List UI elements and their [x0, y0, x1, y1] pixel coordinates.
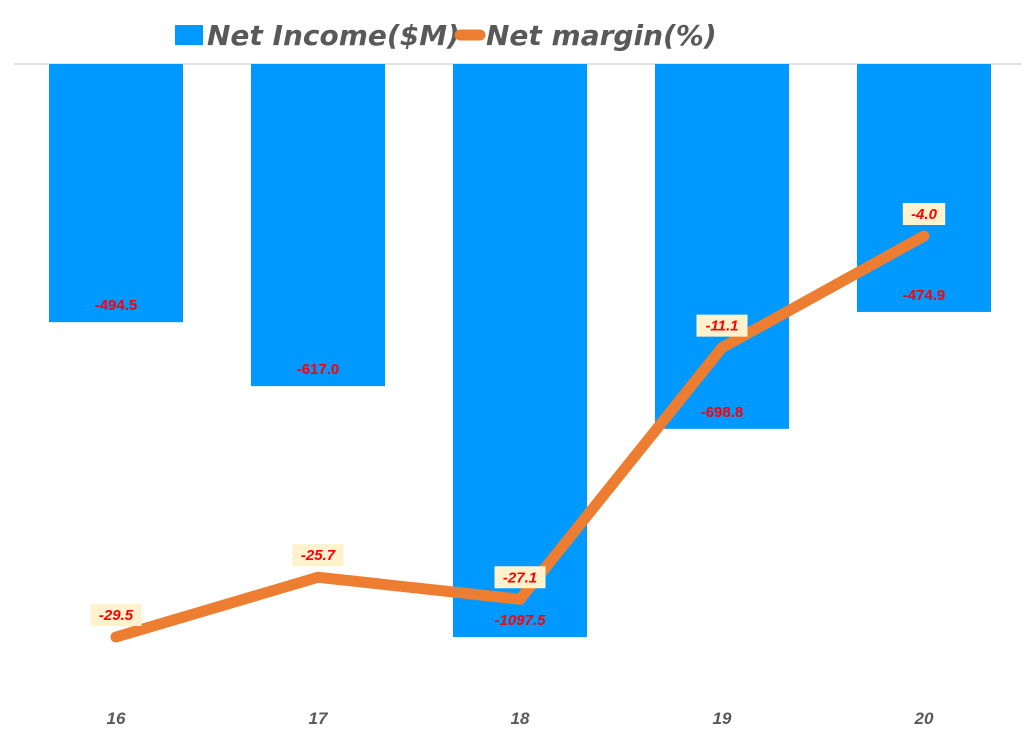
margin-value-label: -25.7 — [301, 547, 336, 564]
line-labels-group: -29.5 -25.7 -27.1 -11.1 -4.0 — [90, 203, 946, 626]
x-tick-label: 16 — [107, 709, 126, 728]
bar-16 — [49, 64, 183, 323]
x-axis-labels: 16 17 18 19 20 — [107, 709, 934, 728]
legend-line-label: Net margin(%) — [486, 19, 717, 52]
bar-value-label: -474.9 — [903, 287, 946, 304]
x-tick-label: 19 — [713, 709, 732, 728]
margin-label-box — [696, 314, 748, 337]
x-tick-label: 17 — [309, 709, 329, 728]
x-tick-label: 18 — [511, 709, 530, 728]
margin-value-label: -11.1 — [705, 318, 738, 335]
legend: Net Income($M) Net margin(%) — [175, 19, 717, 52]
net-margin-line — [110, 230, 930, 643]
margin-label-box — [494, 566, 546, 589]
bar-labels-group: -494.5 -617.0 -1097.5 -698.8 -474.9 — [95, 287, 946, 629]
bar-value-label: -698.8 — [701, 404, 744, 421]
margin-value-label: -27.1 — [503, 569, 537, 586]
margin-label-box — [292, 544, 344, 567]
margin-value-label: -4.0 — [911, 206, 938, 223]
margin-label-box — [90, 604, 142, 626]
line-group — [110, 230, 930, 643]
bar-20 — [857, 64, 991, 312]
margin-value-label: -29.5 — [99, 607, 134, 624]
x-tick-label: 20 — [914, 709, 934, 728]
bars-group — [49, 64, 991, 637]
bar-value-label: -494.5 — [95, 297, 138, 314]
margin-label-box — [902, 203, 946, 225]
bar-18 — [453, 64, 587, 637]
legend-bar-swatch — [175, 25, 203, 45]
bar-value-label: -617.0 — [297, 361, 340, 378]
legend-bar-label: Net Income($M) — [207, 19, 460, 52]
bar-19 — [655, 64, 789, 429]
bar-17 — [251, 64, 385, 387]
bar-value-label: -1097.5 — [495, 612, 547, 629]
